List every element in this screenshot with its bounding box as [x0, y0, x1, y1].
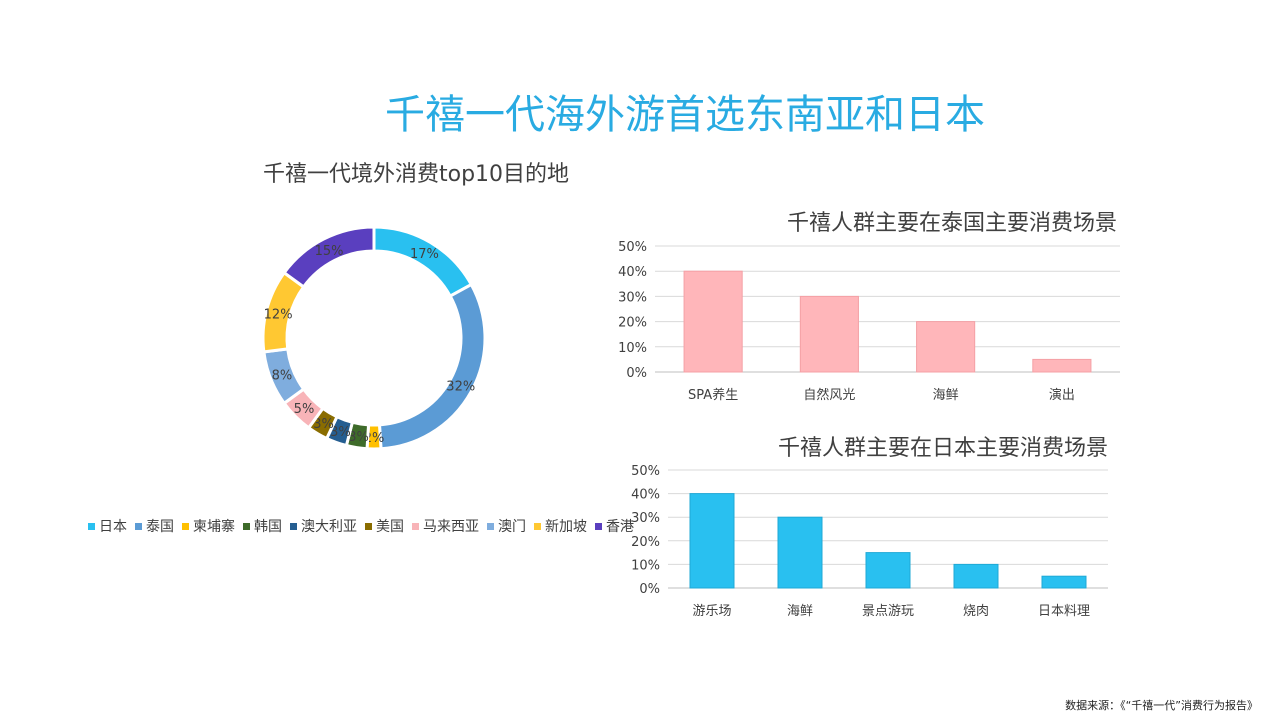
donut-data-label: 3% — [348, 430, 369, 445]
donut-data-label: 32% — [446, 380, 475, 395]
legend-swatch — [243, 522, 250, 530]
donut-data-label: 17% — [410, 247, 439, 262]
japan-bar-景点游玩 — [865, 552, 911, 589]
donut-data-label: 3% — [330, 425, 351, 440]
thailand-bar-演出 — [1032, 358, 1092, 373]
japan-ytick-label: 0% — [639, 582, 660, 597]
legend-label: 澳大利亚 — [301, 519, 357, 535]
legend-label: 泰国 — [146, 519, 174, 535]
legend-label: 新加坡 — [545, 519, 587, 535]
legend-swatch — [290, 522, 297, 530]
thailand-xtick-label: 自然风光 — [803, 387, 855, 403]
japan-ytick-label: 40% — [631, 488, 660, 503]
legend-label: 澳门 — [498, 519, 526, 535]
thailand-xtick-label: 海鲜 — [933, 388, 959, 403]
japan-bar-日本料理 — [1041, 575, 1087, 589]
thailand-chart-title: 千禧人群主要在泰国主要消费场景 — [786, 211, 1117, 236]
japan-ytick-label: 20% — [631, 535, 660, 550]
legend-swatch — [487, 522, 494, 530]
legend-swatch — [135, 522, 142, 530]
japan-bar-海鲜 — [777, 516, 823, 589]
legend-swatch — [365, 522, 372, 530]
japan-ytick-label: 10% — [631, 558, 660, 573]
legend-label: 韩国 — [254, 519, 282, 535]
legend-item: 新加坡 — [534, 516, 587, 536]
main-title: 千禧一代海外游首选东南亚和日本 — [385, 92, 985, 138]
legend-item: 泰国 — [135, 516, 174, 536]
legend-item: 美国 — [365, 516, 404, 536]
japan-chart-title: 千禧人群主要在日本主要消费场景 — [777, 436, 1108, 461]
donut-slice-泰国 — [377, 282, 487, 451]
donut-legend: 日本 泰国 柬埔寨 韩国 澳大利亚 美国 马来西亚 澳门 新加坡 香港 — [88, 516, 634, 536]
thailand-bar-自然风光 — [799, 295, 859, 373]
japan-xtick-label: 烧肉 — [963, 604, 989, 619]
legend-label: 日本 — [99, 519, 127, 535]
japan-xtick-label: 海鲜 — [787, 604, 813, 619]
thailand-ytick-label: 0% — [626, 366, 647, 381]
legend-label: 柬埔寨 — [193, 519, 235, 535]
donut-data-label: 3% — [313, 417, 334, 432]
thailand-xtick-label: SPA养生 — [688, 387, 738, 403]
japan-bar-游乐场 — [689, 493, 735, 589]
thailand-bar-海鲜 — [916, 321, 976, 373]
legend-swatch — [88, 522, 95, 530]
source-note: 数据来源：《“千禧一代”消费行为报告》 — [1065, 699, 1258, 712]
donut-data-label: 8% — [272, 368, 293, 383]
donut-chart-title: 千禧一代境外消费top10目的地 — [263, 162, 570, 187]
japan-bar-烧肉 — [953, 563, 999, 589]
thailand-xtick-label: 演出 — [1049, 387, 1075, 403]
legend-label: 美国 — [376, 519, 404, 535]
japan-xtick-label: 景点游玩 — [862, 604, 914, 619]
japan-ytick-label: 50% — [631, 464, 660, 479]
legend-item: 香港 — [595, 516, 634, 536]
thailand-ytick-label: 50% — [618, 240, 647, 255]
thailand-ytick-label: 40% — [618, 265, 647, 280]
legend-item: 韩国 — [243, 516, 282, 536]
legend-item: 日本 — [88, 516, 127, 536]
japan-ytick-label: 30% — [631, 511, 660, 526]
japan-xtick-label: 游乐场 — [692, 604, 731, 619]
donut-data-label: 5% — [294, 402, 315, 417]
donut-data-label: 12% — [264, 307, 293, 322]
legend-item: 柬埔寨 — [182, 516, 235, 536]
donut-data-label: 15% — [315, 244, 344, 259]
legend-item: 澳门 — [487, 516, 526, 536]
thailand-ytick-label: 20% — [618, 316, 647, 331]
japan-xtick-label: 日本料理 — [1038, 604, 1090, 619]
legend-label: 马来西亚 — [423, 519, 479, 535]
legend-swatch — [595, 522, 602, 530]
donut-slice-香港 — [282, 225, 376, 289]
legend-swatch — [534, 522, 541, 530]
thailand-ytick-label: 30% — [618, 290, 647, 305]
legend-swatch — [412, 522, 419, 530]
legend-swatch — [182, 522, 189, 530]
thailand-bar-SPA养生 — [683, 270, 743, 373]
legend-item: 马来西亚 — [412, 516, 479, 536]
thailand-ytick-label: 10% — [618, 341, 647, 356]
legend-label: 香港 — [606, 519, 634, 535]
legend-item: 澳大利亚 — [290, 516, 357, 536]
